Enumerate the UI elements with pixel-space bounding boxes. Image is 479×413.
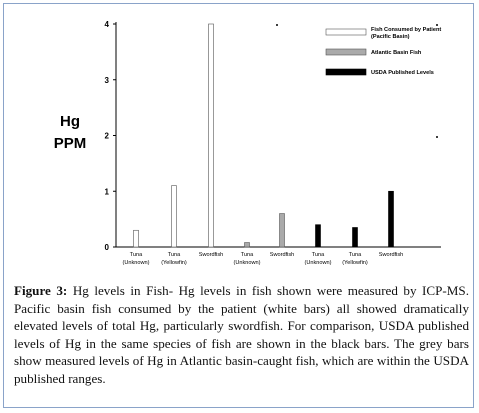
legend-swatch	[325, 48, 367, 56]
corner-mark	[276, 24, 278, 26]
bar	[388, 190, 394, 248]
x-tick-label: Swordfish	[379, 252, 404, 258]
x-tick-label: (Unknown)	[304, 260, 331, 266]
bar	[315, 224, 321, 248]
bar-chart: 0 1 2 3 4 Hg PPM Tuna (Unknown) Tuna (Yellowfin) Sw…	[54, 20, 442, 266]
y-tick-label: 4	[105, 20, 110, 29]
chart-area: 0 1 2 3 4 Hg PPM Tuna (Unknown) Tuna (Yellowfin) Sw…	[4, 4, 475, 276]
bar	[352, 227, 358, 248]
bar	[208, 23, 214, 248]
x-tick-label: Tuna	[241, 252, 254, 258]
x-tick-label: Tuna	[168, 252, 181, 258]
bar	[279, 213, 285, 248]
corner-mark	[436, 136, 438, 138]
x-tick-label: Swordfish	[199, 252, 224, 258]
legend-label: Fish Consumed by Patient	[371, 27, 441, 33]
legend-label: (Pacific Basin)	[371, 34, 410, 40]
caption-label: Figure 3:	[14, 283, 68, 298]
x-tick-label: Tuna	[130, 252, 143, 258]
legend-label: Atlantic Basin Fish	[371, 50, 422, 56]
bar	[171, 185, 177, 248]
caption-text: Hg levels in Fish- Hg levels in fish sho…	[14, 283, 469, 386]
x-tick-label: (Unknown)	[122, 260, 149, 266]
legend-swatch	[325, 28, 367, 36]
x-tick-label: Swordfish	[270, 252, 295, 258]
x-tick-label: Tuna	[312, 252, 325, 258]
y-tick-label: 2	[105, 132, 110, 141]
x-tick-label: (Yellowfin)	[342, 260, 368, 266]
x-tick-label: (Unknown)	[233, 260, 260, 266]
legend-label: USDA Published Levels	[371, 70, 434, 76]
x-tick-label: (Yellowfin)	[161, 260, 187, 266]
x-tick-label: Tuna	[349, 252, 362, 258]
y-tick-label: 0	[105, 243, 110, 252]
corner-mark	[436, 24, 438, 26]
y-axis-title-line2: PPM	[54, 135, 87, 152]
legend-swatch	[325, 68, 367, 76]
y-tick-label: 3	[105, 76, 110, 85]
y-tick-label: 1	[105, 187, 110, 196]
bar	[133, 229, 139, 248]
figure-frame: 0 1 2 3 4 Hg PPM Tuna (Unknown) Tuna (Yellowfin) Sw…	[3, 3, 474, 408]
bar	[244, 242, 250, 248]
y-axis-title-line1: Hg	[60, 113, 80, 130]
figure-caption: Figure 3: Hg levels in Fish- Hg levels i…	[14, 282, 469, 388]
